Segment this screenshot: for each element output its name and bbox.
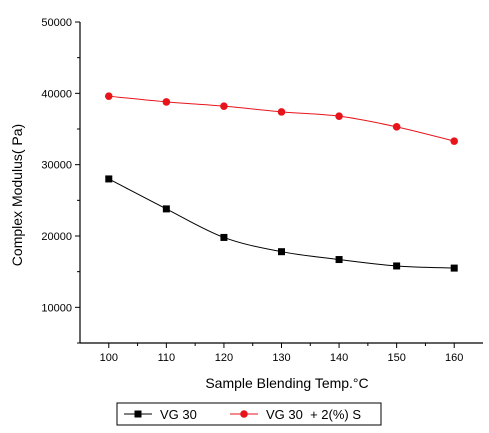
- data-point-vg30: [162, 205, 170, 213]
- y-axis-label: Complex Modulus( Pa): [9, 124, 25, 266]
- axes: [79, 22, 483, 344]
- x-tick-label: 120: [215, 352, 233, 364]
- legend: VG 30 VG 30 + 2(%) S: [116, 402, 382, 426]
- x-tick-label: 160: [445, 352, 463, 364]
- y-tick-label: 40000: [41, 88, 72, 100]
- legend-marker-vg30: [134, 410, 142, 418]
- y-tick-labels: 10000 20000 30000 40000 50000: [41, 17, 72, 314]
- y-tick-label: 20000: [41, 231, 72, 243]
- x-tick-label: 100: [100, 352, 118, 364]
- series-lines: [108, 95, 455, 269]
- data-point-vg30-sulfur: [277, 108, 286, 116]
- x-tick-label: 140: [330, 352, 348, 364]
- legend-label-vg30: VG 30: [160, 407, 197, 422]
- tick-marks: [75, 21, 455, 348]
- y-tick-label: 50000: [41, 17, 72, 29]
- data-point-vg30-sulfur: [450, 137, 459, 145]
- legend-label-vg30-sulfur: VG 30 + 2(%) S: [266, 407, 361, 422]
- data-point-vg30: [220, 233, 228, 241]
- y-tick-label: 30000: [41, 160, 72, 172]
- data-point-vg30-sulfur: [392, 123, 401, 131]
- y-tick-label: 10000: [41, 302, 72, 314]
- x-tick-labels: 100 110 120 130 140 150 160: [100, 352, 464, 364]
- x-tick-label: 110: [158, 352, 176, 364]
- data-point-vg30: [335, 256, 343, 264]
- data-point-vg30: [105, 175, 113, 183]
- data-point-vg30-sulfur: [335, 112, 343, 120]
- x-tick-label: 150: [387, 352, 405, 364]
- series-markers: [104, 92, 459, 272]
- data-point-vg30: [278, 248, 285, 256]
- data-point-vg30-sulfur: [162, 98, 171, 106]
- data-point-vg30-sulfur: [220, 102, 228, 110]
- data-point-vg30-sulfur: [104, 92, 113, 100]
- x-tick-label: 130: [272, 352, 290, 364]
- x-axis-label: Sample Blending Temp.°C: [205, 375, 368, 391]
- series-line-vg30-sulfur: [108, 95, 455, 142]
- data-point-vg30: [450, 264, 458, 272]
- data-point-vg30: [393, 262, 401, 270]
- legend-items: VG 30 VG 30 + 2(%) S: [124, 407, 361, 422]
- legend-marker-vg30-sulfur: [240, 410, 248, 418]
